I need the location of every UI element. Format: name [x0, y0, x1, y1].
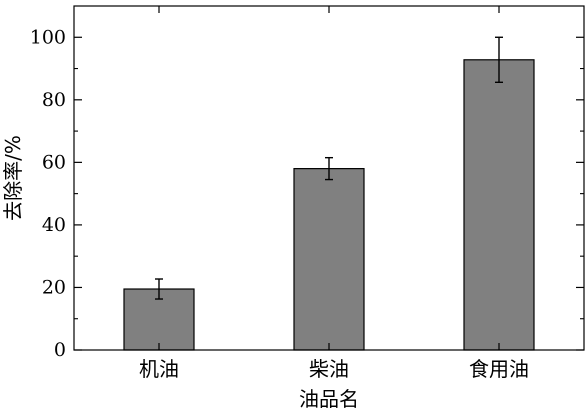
plot-frame — [73, 5, 585, 351]
labels-layer: 机油 柴油 食用油 0 20 40 60 80 100 — [30, 26, 529, 381]
bars-layer — [123, 59, 535, 351]
error-bar-3 — [495, 36, 503, 84]
bar-3 — [463, 59, 535, 351]
y-axis-title: 去除率/% — [1, 135, 25, 221]
bar-2 — [293, 168, 365, 351]
error-bar-1 — [155, 278, 163, 300]
x-axis-title: 油品名 — [299, 387, 359, 411]
x-tick-label: 机油 — [139, 357, 179, 381]
y-tick-label: 80 — [42, 89, 66, 111]
ticks-layer — [74, 6, 584, 351]
error-bars-layer — [155, 36, 503, 300]
x-tick-label: 柴油 — [309, 357, 349, 381]
y-tick-label: 40 — [42, 214, 66, 236]
y-tick-label: 60 — [42, 151, 66, 173]
y-tick-label: 100 — [30, 26, 66, 48]
y-tick-label: 0 — [54, 339, 66, 361]
y-tick-label: 20 — [42, 276, 66, 298]
error-bar-2 — [325, 156, 333, 181]
x-tick-label: 食用油 — [469, 357, 529, 381]
